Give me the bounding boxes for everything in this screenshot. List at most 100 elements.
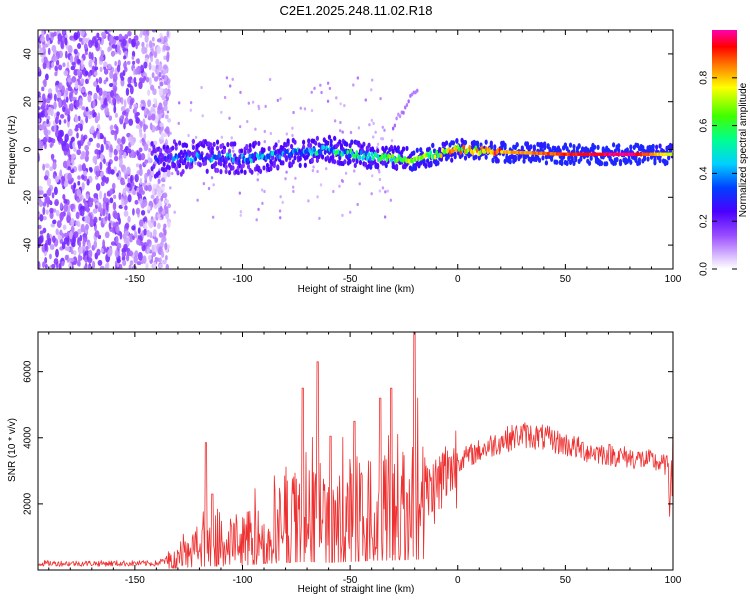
- spectrogram-noise-cell: [39, 47, 44, 55]
- spectrogram-noise-cell: [70, 65, 76, 71]
- spectrogram-speckle-cell: [263, 129, 267, 134]
- spectrogram-noise-cell: [92, 99, 96, 108]
- spectrogram-noise-cell: [96, 154, 100, 160]
- spectrogram-halo-cell: [152, 144, 156, 150]
- spectrogram-halo-cell: [532, 144, 536, 150]
- spectrogram-noise-cell: [129, 98, 134, 106]
- spectrogram-speckle-cell: [353, 169, 356, 173]
- spectrogram-halo-cell: [162, 161, 166, 167]
- spectrogram-speckle-cell: [159, 217, 162, 221]
- spectrogram-noise-cell: [151, 113, 156, 121]
- spectrogram-halo-cell: [405, 145, 409, 152]
- spectrogram-noise-cell: [153, 229, 157, 237]
- spectrogram-noise-cell: [63, 232, 69, 238]
- spectrogram-ridge-cell: [237, 159, 241, 165]
- spectrogram-noise-cell: [107, 46, 111, 53]
- spectrogram-noise-cell: [163, 204, 167, 211]
- spectrogram-halo-cell: [191, 144, 196, 151]
- spectrogram-speckle-cell: [177, 121, 180, 125]
- spectrogram-noise-cell: [81, 106, 86, 111]
- spectrogram-halo-cell: [572, 160, 576, 167]
- chart-title: C2E1.2025.248.11.02.R18: [280, 3, 433, 18]
- spectrogram-speckle-cell: [313, 86, 316, 90]
- spectrogram-noise-cell: [80, 30, 85, 37]
- spectrogram-noise-cell: [110, 169, 115, 175]
- spectrogram-speckle-cell: [256, 178, 259, 182]
- spectrogram-noise-cell: [73, 32, 79, 41]
- spectrogram-ridge-cell: [670, 152, 673, 157]
- spectrogram-speckle-cell: [160, 189, 164, 194]
- spectrogram-noise-cell: [57, 33, 63, 42]
- spectrogram-halo-cell: [350, 139, 354, 145]
- spectrogram-noise-cell: [61, 176, 65, 186]
- spectrogram-noise-cell: [49, 253, 52, 260]
- spectrogram-noise-cell: [152, 140, 158, 146]
- spectrogram-noise-cell: [110, 89, 115, 98]
- spectrogram-speckle-cell: [381, 137, 385, 141]
- spectrogram-speckle-cell: [196, 198, 199, 202]
- spectrogram-halo-cell: [224, 164, 228, 170]
- spectrogram-speckle-cell: [381, 186, 385, 190]
- spectrogram-noise-cell: [51, 61, 55, 68]
- spectrogram-noise-cell: [125, 108, 130, 113]
- spectrogram-noise-cell: [113, 87, 117, 96]
- spectrogram-noise-cell: [91, 65, 95, 74]
- spectrogram-halo-cell: [293, 155, 297, 161]
- spectrogram-noise-cell: [54, 175, 60, 183]
- spectrogram-halo-cell: [491, 158, 495, 164]
- spectrogram-halo-cell: [544, 160, 549, 166]
- spectrogram-xlabel: Height of straight line (km): [298, 284, 415, 295]
- spectrogram-ridge-cell: [194, 156, 197, 162]
- spectrogram-speckle-cell: [341, 130, 344, 134]
- spectrogram-halo-cell: [641, 144, 645, 151]
- spectrogram-noise-cell: [135, 124, 141, 129]
- spectrogram-ridge-cell: [478, 149, 482, 156]
- spectrogram-noise-cell: [116, 138, 122, 145]
- spectrogram-halo-cell: [568, 142, 573, 148]
- spectrogram-noise-cell: [160, 250, 165, 258]
- spectrogram-noise-cell: [167, 118, 172, 123]
- spectrogram-speckle-cell: [207, 186, 211, 191]
- spectrogram-speckle-cell: [291, 185, 295, 189]
- spectrogram-noise-cell: [153, 261, 157, 269]
- spectrogram-noise-cell: [112, 73, 118, 83]
- spectrogram-noise-cell: [44, 263, 48, 269]
- spectrogram-noise-cell: [85, 150, 90, 156]
- colorbar-gradient: [712, 30, 737, 269]
- spectrogram-noise-cell: [114, 249, 120, 258]
- spectrogram-noise-cell: [39, 213, 44, 222]
- spectrogram-noise-cell: [104, 231, 110, 239]
- spectrogram-speckle-cell: [349, 130, 353, 135]
- spectrogram-speckle-cell: [291, 126, 294, 130]
- spectrogram-ridge-cell: [249, 158, 253, 164]
- spectrogram-halo-cell: [262, 147, 266, 153]
- spectrogram-noise-cell: [145, 76, 150, 83]
- spectrogram-halo-cell: [248, 147, 252, 153]
- spectrogram-noise-cell: [98, 76, 103, 84]
- spectrogram-noise-cell: [158, 63, 163, 72]
- spectrogram-noise-cell: [111, 182, 116, 190]
- spectrogram-halo-cell: [327, 134, 332, 140]
- spectrogram-ridge-cell: [189, 157, 193, 163]
- spectrogram-noise-cell: [49, 207, 54, 214]
- spectrogram-halo-cell: [358, 159, 363, 166]
- spectrogram-streak-cell: [407, 99, 410, 104]
- spectrogram-noise-cell: [93, 240, 98, 249]
- spectrogram-noise-cell: [58, 262, 62, 269]
- spectrogram-noise-cell: [83, 198, 86, 204]
- spectrogram-noise-cell: [91, 260, 96, 269]
- spectrogram-noise-cell: [116, 44, 121, 54]
- spectrogram-noise-cell: [71, 61, 76, 66]
- spectrogram-halo-cell: [572, 148, 576, 154]
- spectrogram-noise-cell: [80, 58, 84, 67]
- spectrogram-speckle-cell: [238, 191, 242, 195]
- spectrogram-noise-cell: [133, 255, 138, 264]
- spectrogram-panel: -150 -100 -50 0 50 100 -40 -20 0 20 40 Height of s…: [7, 29, 682, 295]
- spectrogram-halo-cell: [227, 169, 232, 176]
- spectrogram-noise-cell: [56, 220, 62, 228]
- spectrogram-halo-cell: [670, 143, 673, 149]
- spectrogram-noise-cell: [160, 195, 164, 202]
- spectrogram-speckle-cell: [166, 110, 170, 114]
- spectrogram-speckle-cell: [312, 165, 315, 169]
